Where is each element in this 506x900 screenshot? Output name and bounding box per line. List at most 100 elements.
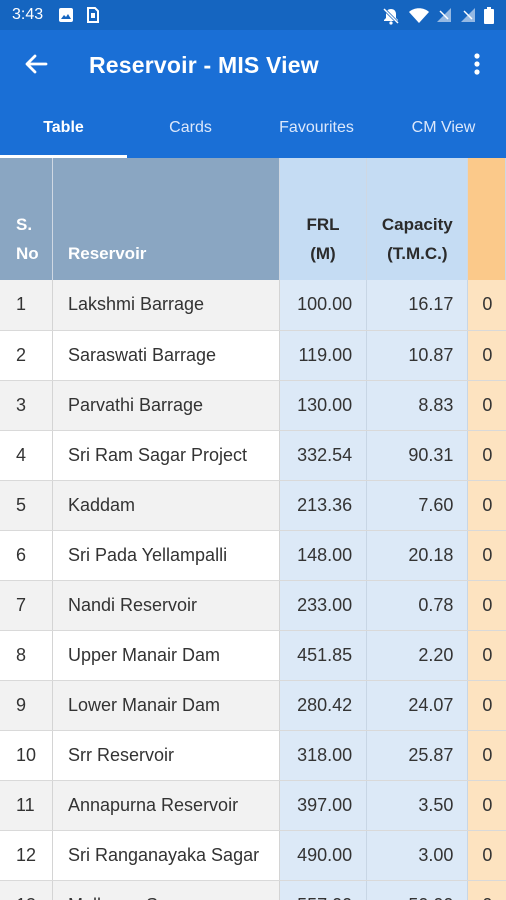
tab-label: Favourites: [279, 119, 354, 136]
cell-next-column: 0: [467, 880, 506, 900]
reservoir-table: S. No Reservoir FRL (M) Capacity (T.M.C.…: [0, 158, 506, 900]
cell-next-column: 0: [467, 830, 506, 881]
cell-sno: 4: [0, 430, 53, 481]
notifications-off-icon: [382, 7, 400, 25]
cell-frl: 451.85: [279, 630, 368, 681]
signal-no-data-icon: [437, 8, 451, 22]
image-icon: [59, 8, 73, 22]
cell-frl: 130.00: [279, 380, 368, 431]
cell-capacity: 3.50: [366, 780, 469, 831]
cell-next-column: 0: [467, 380, 506, 431]
table-header-row: S. No Reservoir FRL (M) Capacity (T.M.C.…: [0, 158, 506, 280]
cell-capacity: 24.07: [366, 680, 469, 731]
table-row[interactable]: 7 Nandi Reservoir 233.00 0.78 0: [0, 580, 506, 631]
table-row[interactable]: 3 Parvathi Barrage 130.00 8.83 0: [0, 380, 506, 431]
tab-label: Cards: [169, 119, 212, 136]
cell-capacity: 16.17: [366, 280, 469, 331]
page-title: Reservoir - MIS View: [89, 52, 319, 78]
table-row[interactable]: 9 Lower Manair Dam 280.42 24.07 0: [0, 680, 506, 731]
table-row[interactable]: 13Mallanna Sagar557.0050.000: [0, 880, 506, 900]
tab-cards[interactable]: Cards: [127, 102, 254, 158]
cell-sno: 3: [0, 380, 53, 431]
table-row[interactable]: 1 Lakshmi Barrage 100.00 16.17 0: [0, 280, 506, 331]
status-bar: 3:43: [0, 0, 506, 30]
cell-frl: 557.00: [279, 880, 368, 900]
header-sno-line1: S.: [16, 215, 33, 234]
table-row[interactable]: 10 Srr Reservoir 318.00 25.87 0: [0, 730, 506, 781]
cell-sno: 13: [0, 880, 53, 900]
cell-reservoir-name: Mallanna Sagar: [52, 880, 280, 900]
tab-table[interactable]: Table: [0, 102, 127, 158]
cell-frl: 318.00: [279, 730, 368, 781]
cell-sno: 2: [0, 330, 53, 381]
cell-reservoir-name: Srr Reservoir: [52, 730, 280, 781]
table-row[interactable]: 5 Kaddam 213.36 7.60 0: [0, 480, 506, 531]
cell-next-column: 0: [467, 580, 506, 631]
cell-capacity: 7.60: [366, 480, 469, 531]
cell-capacity: 90.31: [366, 430, 469, 481]
cell-reservoir-name: Lakshmi Barrage: [52, 280, 280, 331]
table-body: 1 Lakshmi Barrage 100.00 16.17 0 2 Saraswati B…: [0, 280, 506, 900]
cell-next-column: 0: [467, 430, 506, 481]
cell-reservoir-name: Nandi Reservoir: [52, 580, 280, 631]
cell-capacity: 8.83: [366, 380, 469, 431]
header-next-column[interactable]: [467, 158, 506, 280]
cell-capacity: 20.18: [366, 530, 469, 581]
cell-sno: 5: [0, 480, 53, 531]
cell-frl: 397.00: [279, 780, 368, 831]
status-time: 3:43: [12, 6, 44, 23]
cell-next-column: 0: [467, 480, 506, 531]
tab-bar: Table Cards Favourites CM View: [0, 102, 506, 158]
battery-icon: [484, 7, 494, 24]
header-frl-line1: FRL: [306, 215, 340, 234]
header-sno[interactable]: S. No: [0, 158, 53, 280]
cell-sno: 10: [0, 730, 53, 781]
header-capacity[interactable]: Capacity (T.M.C.): [366, 158, 469, 280]
more-vert-icon[interactable]: [465, 50, 489, 78]
cell-frl: 233.00: [279, 580, 368, 631]
cell-sno: 11: [0, 780, 53, 831]
cell-frl: 148.00: [279, 530, 368, 581]
cell-reservoir-name: Sri Pada Yellampalli: [52, 530, 280, 581]
table-row[interactable]: 4 Sri Ram Sagar Project 332.54 90.31 0: [0, 430, 506, 481]
cell-next-column: 0: [467, 630, 506, 681]
tab-indicator: [0, 155, 127, 158]
reservoir-table-container[interactable]: S. No Reservoir FRL (M) Capacity (T.M.C.…: [0, 158, 506, 900]
header-reservoir[interactable]: Reservoir: [52, 158, 280, 280]
table-row[interactable]: 2 Saraswati Barrage 119.00 10.87 0: [0, 330, 506, 381]
table-row[interactable]: 12 Sri Ranganayaka Sagar 490.00 3.00 0: [0, 830, 506, 881]
tab-label: CM View: [411, 119, 476, 136]
cell-frl: 213.36: [279, 480, 368, 531]
arrow-back-icon[interactable]: [22, 50, 50, 78]
cell-frl: 332.54: [279, 430, 368, 481]
cell-reservoir-name: Kaddam: [52, 480, 280, 531]
tab-cm-view[interactable]: CM View: [380, 102, 506, 158]
header-capacity-line2: (T.M.C.): [387, 244, 448, 263]
cell-reservoir-name: Sri Ram Sagar Project: [52, 430, 280, 481]
cell-capacity: 2.20: [366, 630, 469, 681]
cell-reservoir-name: Lower Manair Dam: [52, 680, 280, 731]
wifi-icon: [409, 8, 429, 23]
cell-reservoir-name: Upper Manair Dam: [52, 630, 280, 681]
table-row[interactable]: 8 Upper Manair Dam 451.85 2.20 0: [0, 630, 506, 681]
cell-reservoir-name: Saraswati Barrage: [52, 330, 280, 381]
cell-next-column: 0: [467, 780, 506, 831]
cell-sno: 7: [0, 580, 53, 631]
table-row[interactable]: 11 Annapurna Reservoir 397.00 3.50 0: [0, 780, 506, 831]
cell-capacity: 50.00: [366, 880, 469, 900]
header-capacity-line1: Capacity: [381, 215, 453, 234]
tab-favourites[interactable]: Favourites: [253, 102, 380, 158]
cell-reservoir-name: Sri Ranganayaka Sagar: [52, 830, 280, 881]
cell-capacity: 3.00: [366, 830, 469, 881]
table-row[interactable]: 6 Sri Pada Yellampalli 148.00 20.18 0: [0, 530, 506, 581]
cell-sno: 12: [0, 830, 53, 881]
cell-next-column: 0: [467, 530, 506, 581]
header-frl-line2: (M): [310, 244, 336, 263]
cell-next-column: 0: [467, 680, 506, 731]
cell-next-column: 0: [467, 730, 506, 781]
cell-sno: 8: [0, 630, 53, 681]
cell-sno: 6: [0, 530, 53, 581]
header-frl[interactable]: FRL (M): [279, 158, 368, 280]
cell-capacity: 0.78: [366, 580, 469, 631]
app-bar: Reservoir - MIS View: [0, 30, 506, 102]
